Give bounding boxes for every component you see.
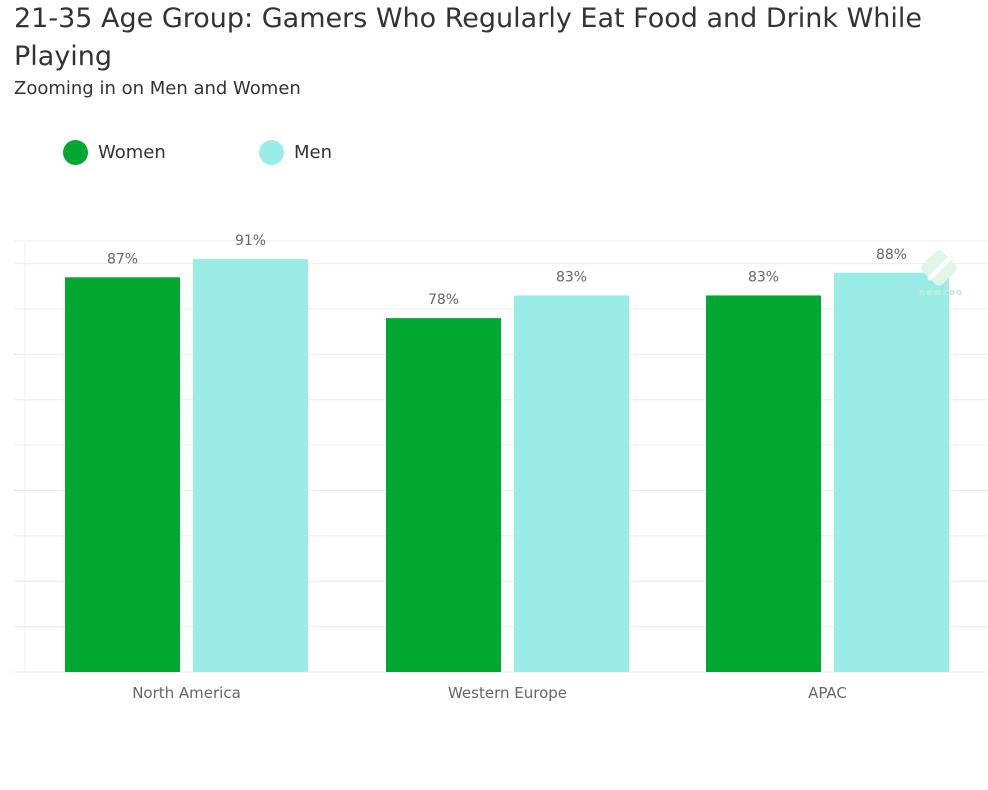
legend-swatch-women [63, 140, 88, 165]
x-tick-label: North America [132, 684, 241, 702]
chart-subtitle: Zooming in on Men and Women [14, 78, 301, 99]
newzoo-logo: newzoo [914, 250, 968, 302]
data-label-men-north-america: 91% [235, 233, 266, 249]
newzoo-logo-icon [921, 250, 957, 286]
bar-women-north-america [65, 277, 180, 672]
chart-title: 21-35 Age Group: Gamers Who Regularly Ea… [14, 3, 923, 72]
data-label-men-apac: 88% [876, 247, 907, 263]
legend-item-women[interactable]: Women [63, 140, 166, 165]
legend-swatch-men [259, 140, 284, 165]
x-tick-label: APAC [808, 684, 847, 702]
data-label-women-western-europe: 78% [428, 292, 459, 308]
legend-label-men: Men [294, 142, 333, 163]
x-tick-label: Western Europe [448, 684, 567, 702]
legend-label-women: Women [98, 142, 166, 163]
data-label-women-apac: 83% [748, 269, 779, 285]
bar-men-western-europe [514, 295, 629, 672]
legend-item-men[interactable]: Men [259, 140, 332, 165]
bar-women-apac [706, 295, 821, 672]
bar-women-western-europe [386, 318, 501, 672]
data-label-women-north-america: 87% [107, 251, 138, 267]
data-label-men-western-europe: 83% [556, 269, 587, 285]
newzoo-logo-text: newzoo [918, 288, 964, 298]
bar-men-north-america [193, 259, 308, 672]
bar-men-apac [834, 272, 949, 672]
